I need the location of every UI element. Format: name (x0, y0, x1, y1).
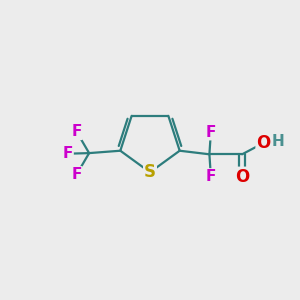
Text: O: O (256, 134, 271, 152)
Text: S: S (144, 163, 156, 181)
Text: F: F (62, 146, 73, 161)
Text: O: O (235, 168, 249, 186)
Text: F: F (206, 169, 216, 184)
Text: F: F (71, 124, 82, 139)
Text: F: F (206, 124, 216, 140)
Text: H: H (272, 134, 285, 149)
Text: F: F (71, 167, 82, 182)
